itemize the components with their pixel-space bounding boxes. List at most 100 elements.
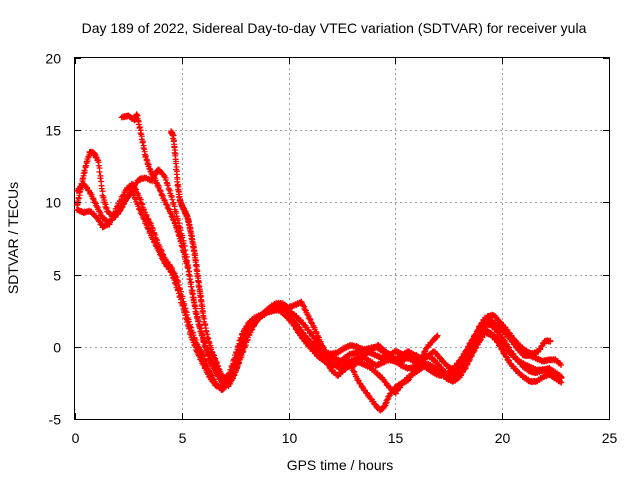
data-point xyxy=(213,359,220,366)
data-point xyxy=(119,201,126,208)
y-tick-label: 5 xyxy=(53,268,61,284)
y-tick-label: 15 xyxy=(45,123,61,139)
x-tick-label: 5 xyxy=(179,430,187,446)
data-point xyxy=(348,363,355,370)
data-point xyxy=(241,343,248,350)
series-track-3 xyxy=(74,148,565,390)
y-axis-label: SDTVAR / TECUs xyxy=(5,182,21,294)
data-point xyxy=(174,287,181,294)
x-tick-label: 0 xyxy=(72,430,80,446)
data-point xyxy=(79,176,86,183)
data-point xyxy=(162,176,169,183)
plot-frame xyxy=(74,57,610,420)
data-point xyxy=(192,262,199,269)
data-point xyxy=(547,338,554,345)
data-point xyxy=(98,212,105,219)
y-tick-label: 0 xyxy=(53,340,61,356)
data-point xyxy=(139,139,146,146)
x-tick-labels: 0 5 10 15 20 25 xyxy=(72,430,618,446)
data-point xyxy=(163,201,170,208)
data-point xyxy=(419,352,426,359)
data-point xyxy=(213,362,220,369)
data-point xyxy=(558,361,565,368)
data-point xyxy=(248,327,255,334)
data-point xyxy=(233,356,240,363)
data-point xyxy=(98,185,105,192)
data-point xyxy=(161,173,168,180)
data-point xyxy=(149,227,156,234)
x-tick-label: 10 xyxy=(282,430,298,446)
data-point xyxy=(249,324,256,331)
y-tick-label: -5 xyxy=(49,412,62,428)
data-point xyxy=(381,403,388,410)
data-point xyxy=(171,277,178,284)
data-point xyxy=(468,343,475,350)
data-point xyxy=(96,168,103,175)
data-point xyxy=(192,308,199,315)
data-point xyxy=(91,199,98,206)
data-point xyxy=(114,203,121,210)
data-point xyxy=(211,354,218,361)
data-point xyxy=(185,325,192,332)
data-point xyxy=(151,239,158,246)
data-point xyxy=(96,218,103,225)
data-point xyxy=(131,195,138,202)
data-point xyxy=(146,165,153,172)
data-point xyxy=(158,192,165,199)
data-point xyxy=(157,252,164,259)
data-point xyxy=(322,358,329,365)
data-point xyxy=(558,374,565,381)
data-point xyxy=(188,235,195,242)
series-track-5 xyxy=(168,128,554,386)
x-tick-label: 25 xyxy=(602,430,618,446)
x-tick-label: 15 xyxy=(388,430,404,446)
data-point xyxy=(191,251,198,258)
data-point xyxy=(137,130,144,137)
series-track-2 xyxy=(73,180,565,397)
data-point xyxy=(196,324,203,331)
data-point xyxy=(118,204,125,211)
data-point xyxy=(243,337,250,344)
data-point xyxy=(202,322,209,329)
series-track-6 xyxy=(347,332,441,414)
data-point xyxy=(240,347,247,354)
data-point xyxy=(174,228,181,235)
data-point xyxy=(179,302,186,309)
y-tick-label: 10 xyxy=(45,195,61,211)
series-track-4 xyxy=(118,111,565,382)
data-point xyxy=(78,180,85,187)
data-point xyxy=(81,167,88,174)
data-point xyxy=(167,269,174,276)
data-point xyxy=(234,364,241,371)
data-point xyxy=(172,160,179,167)
data-point xyxy=(235,359,242,366)
series-track-1 xyxy=(73,180,565,394)
x-tick-label: 20 xyxy=(495,430,511,446)
data-point xyxy=(193,311,200,318)
data-point xyxy=(169,196,176,203)
data-point xyxy=(172,280,179,287)
data-point xyxy=(195,318,202,325)
data-point xyxy=(182,315,189,322)
data-point xyxy=(165,186,172,193)
data-point xyxy=(314,333,321,340)
data-point xyxy=(198,327,205,334)
data-point xyxy=(405,377,412,384)
data-point xyxy=(175,290,182,297)
data-point xyxy=(300,302,307,309)
data-point xyxy=(140,145,147,152)
data-point xyxy=(184,264,191,271)
data-point xyxy=(434,332,441,339)
x-axis-label: GPS time / hours xyxy=(287,457,394,473)
data-point xyxy=(76,189,83,196)
y-tick-label: 20 xyxy=(45,51,61,67)
data-point xyxy=(476,337,483,344)
chart-title: Day 189 of 2022, Sidereal Day-to-day VTE… xyxy=(82,20,587,36)
data-point xyxy=(181,309,188,316)
data-point xyxy=(186,330,193,337)
data-point xyxy=(136,206,143,213)
data-point xyxy=(321,347,328,354)
data-point xyxy=(80,170,87,177)
data-point xyxy=(190,297,197,304)
